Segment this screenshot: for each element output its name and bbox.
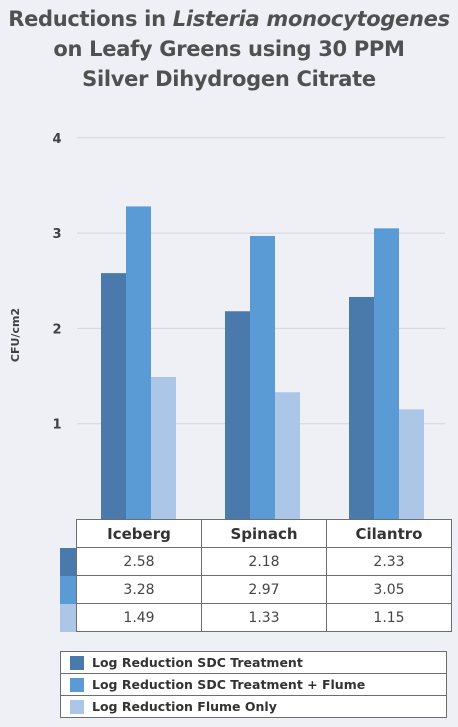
bar-iceberg-series-3: [151, 377, 176, 519]
data-table: Iceberg Spinach Cilantro 2.58 2.18 2.33 …: [60, 519, 452, 632]
table-cell: 3.05: [326, 575, 452, 604]
table-cell: 3.28: [76, 575, 202, 604]
table-header-row: Iceberg Spinach Cilantro: [60, 519, 452, 548]
table-corner: [60, 520, 77, 548]
title-line-3: Silver Dihydrogen Citrate: [82, 67, 376, 91]
series-1-swatch: [60, 547, 77, 576]
y-tick-label: 2: [52, 322, 61, 337]
y-tick-label: 4: [52, 132, 61, 147]
legend-item: Log Reduction Flume Only: [61, 696, 446, 717]
bar-cilantro-series-3: [399, 409, 424, 519]
legend-swatch: [70, 699, 84, 714]
legend: Log Reduction SDC Treatment Log Reductio…: [60, 651, 447, 718]
title-line-1: Reductions in Listeria monocytogenes: [0, 4, 458, 34]
legend-label: Log Reduction Flume Only: [92, 699, 277, 714]
legend-label: Log Reduction SDC Treatment + Flume: [92, 677, 366, 692]
series-2-swatch: [60, 575, 77, 604]
bar-spinach-series-1: [225, 311, 250, 519]
table-row: 1.49 1.33 1.15: [60, 603, 452, 632]
table-cell: 1.33: [201, 603, 327, 632]
table-cell: 2.33: [326, 547, 452, 576]
legend-item: Log Reduction SDC Treatment: [61, 652, 446, 674]
y-axis-label: CFU/cm2: [9, 307, 22, 363]
series-3-swatch: [60, 603, 77, 632]
table-row: 3.28 2.97 3.05: [60, 575, 452, 604]
table-cell: 2.18: [201, 547, 327, 576]
table-cell: 2.97: [201, 575, 327, 604]
table-cell: 2.58: [76, 547, 202, 576]
title-italic: Listeria monocytogenes: [172, 7, 450, 31]
legend-swatch: [70, 655, 84, 670]
table-header-spinach: Spinach: [201, 519, 327, 548]
y-tick-label: 1: [52, 418, 61, 433]
legend-item: Log Reduction SDC Treatment + Flume: [61, 674, 446, 696]
table-header-cilantro: Cilantro: [326, 519, 452, 548]
legend-swatch: [70, 677, 84, 692]
table-cell: 1.49: [76, 603, 202, 632]
title-line-1-pre: Reductions in: [8, 7, 173, 31]
bar-spinach-series-2: [250, 235, 275, 520]
bar-cilantro-series-2: [374, 228, 399, 519]
bar-cilantro-series-1: [349, 296, 374, 519]
title-line-2: on Leafy Greens using 30 PPM: [53, 37, 405, 61]
bar-iceberg-series-1: [101, 273, 126, 519]
legend-label: Log Reduction SDC Treatment: [92, 655, 303, 670]
table-row: 2.58 2.18 2.33: [60, 547, 452, 576]
table-cell: 1.15: [326, 603, 452, 632]
table-header-iceberg: Iceberg: [76, 519, 202, 548]
bar-iceberg-series-2: [126, 206, 151, 519]
y-tick-label: 3: [52, 227, 61, 242]
chart-title: Reductions in Listeria monocytogenes on …: [0, 4, 458, 94]
bar-spinach-series-3: [275, 392, 300, 519]
